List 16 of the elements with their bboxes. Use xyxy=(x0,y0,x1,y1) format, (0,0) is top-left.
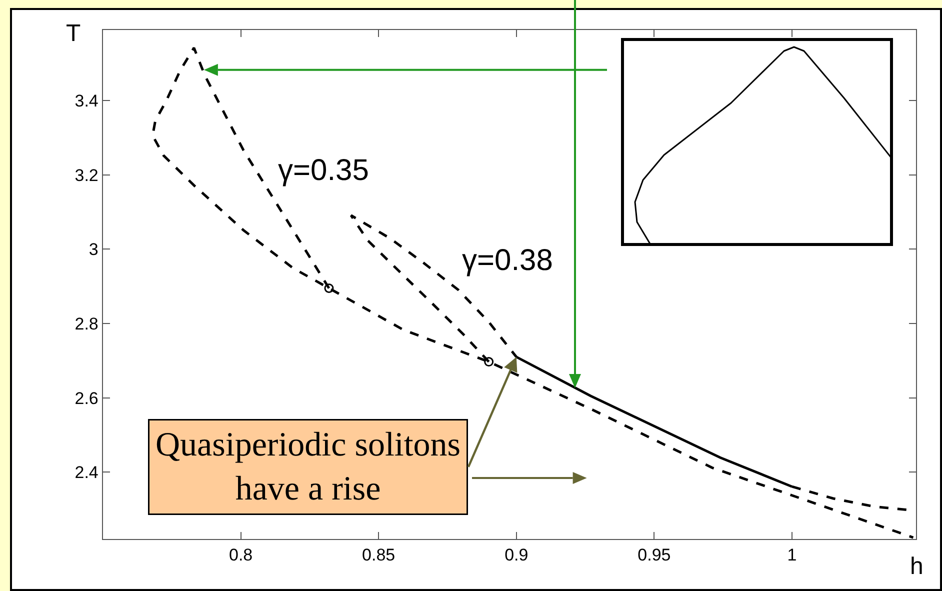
y-tick-label: 2.6 xyxy=(74,388,98,408)
x-tick-label: 0.9 xyxy=(504,546,528,565)
y-tick-label: 3 xyxy=(88,240,98,260)
y-tick-label: 2.8 xyxy=(74,314,98,334)
annotation: Quasiperiodic solitons have a rise xyxy=(156,426,461,508)
series-label: γ=0.35 xyxy=(278,154,369,187)
y-axis-title: T xyxy=(66,20,81,47)
series-label: γ=0.38 xyxy=(462,244,553,277)
y-tick-label: 2.4 xyxy=(74,463,98,482)
x-tick-label: 1 xyxy=(787,546,797,565)
y-tick-label: 3.2 xyxy=(74,166,98,185)
x-axis-title: h xyxy=(910,553,924,580)
x-tick-label: 0.95 xyxy=(638,546,671,565)
y-tick-label: 3.4 xyxy=(74,92,98,111)
x-tick-label: 0.85 xyxy=(362,546,396,565)
x-tick-label: 0.8 xyxy=(228,546,253,565)
